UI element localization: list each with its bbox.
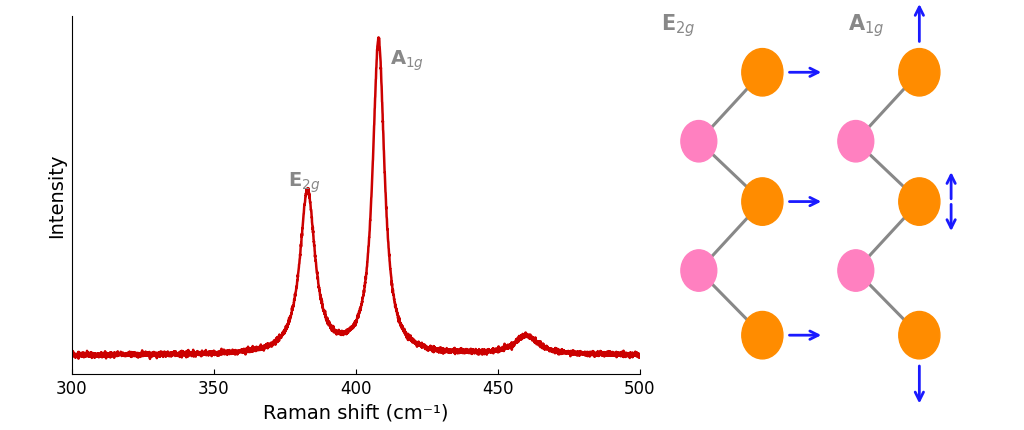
Circle shape [899, 178, 940, 226]
Circle shape [741, 178, 783, 226]
Text: E$_{2g}$: E$_{2g}$ [662, 12, 696, 39]
Circle shape [681, 121, 717, 163]
Circle shape [681, 250, 717, 292]
Circle shape [838, 250, 873, 292]
Circle shape [838, 121, 873, 163]
Circle shape [899, 312, 940, 359]
Text: A$_{1g}$: A$_{1g}$ [848, 12, 885, 39]
Circle shape [899, 49, 940, 97]
Text: E$_{2g}$: E$_{2g}$ [288, 170, 319, 194]
Circle shape [741, 49, 783, 97]
Text: A$_{1g}$: A$_{1g}$ [390, 48, 424, 72]
Y-axis label: Intensity: Intensity [47, 154, 67, 238]
Circle shape [741, 312, 783, 359]
X-axis label: Raman shift (cm⁻¹): Raman shift (cm⁻¹) [263, 402, 449, 421]
